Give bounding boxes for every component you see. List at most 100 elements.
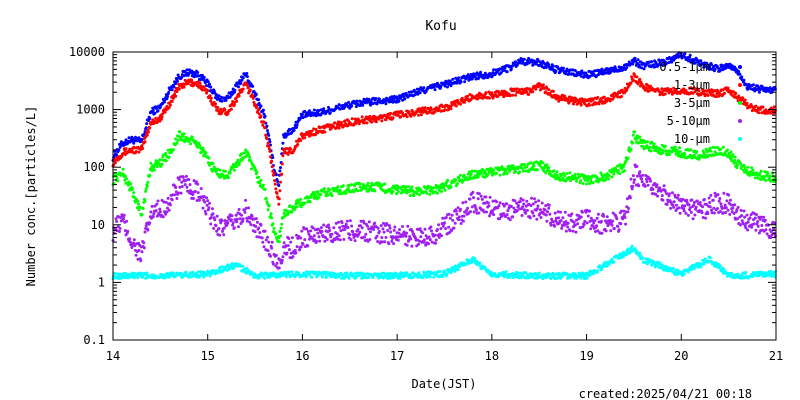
data-point <box>640 177 644 181</box>
data-point <box>295 233 298 237</box>
data-point <box>765 86 769 90</box>
data-point <box>162 200 166 204</box>
data-point <box>433 233 437 237</box>
data-point <box>395 110 399 114</box>
data-point <box>740 219 744 223</box>
data-point <box>280 172 284 176</box>
data-point <box>454 104 458 108</box>
data-point <box>588 219 592 223</box>
data-point <box>695 199 699 203</box>
data-point <box>380 236 384 240</box>
data-point <box>551 220 555 224</box>
data-point <box>448 230 452 234</box>
data-point <box>310 275 314 279</box>
data-point <box>769 236 773 239</box>
data-point <box>227 217 231 221</box>
data-point <box>303 238 307 242</box>
data-point <box>596 96 600 99</box>
data-point <box>122 213 126 217</box>
data-point <box>588 209 591 213</box>
data-point <box>166 95 169 99</box>
data-point <box>178 185 182 189</box>
data-point <box>694 205 698 209</box>
data-point <box>271 169 275 173</box>
data-point <box>479 194 483 198</box>
data-point <box>308 200 312 204</box>
data-point <box>205 196 208 200</box>
data-point <box>287 248 291 252</box>
data-point <box>525 165 529 169</box>
data-point <box>261 183 265 187</box>
data-point <box>295 245 299 249</box>
data-point <box>461 201 465 205</box>
data-point <box>280 274 284 278</box>
data-point <box>342 237 346 241</box>
data-point <box>677 153 681 156</box>
data-point <box>695 150 699 154</box>
data-point <box>665 192 668 196</box>
data-point <box>190 275 194 279</box>
data-point <box>737 70 741 73</box>
data-point <box>396 190 400 194</box>
data-point <box>522 208 526 212</box>
data-point <box>711 145 715 149</box>
data-point <box>330 194 334 198</box>
data-point <box>440 190 443 193</box>
data-point <box>514 93 517 97</box>
data-point <box>301 242 305 246</box>
data-point <box>528 216 532 220</box>
data-point <box>254 168 258 172</box>
data-point <box>675 88 678 91</box>
data-point <box>267 147 271 151</box>
data-point <box>547 203 551 207</box>
data-point <box>456 206 460 210</box>
data-point <box>289 251 293 255</box>
data-point <box>531 202 535 206</box>
data-point <box>199 187 203 191</box>
data-point <box>187 178 191 182</box>
data-point <box>761 105 765 109</box>
data-point <box>435 228 439 231</box>
data-point <box>430 108 433 112</box>
data-point <box>360 271 364 275</box>
data-point <box>490 91 494 95</box>
data-point <box>158 210 162 214</box>
data-point <box>684 89 688 93</box>
data-point <box>142 246 146 250</box>
data-point <box>318 239 322 243</box>
data-point <box>719 147 723 151</box>
data-point <box>661 198 665 202</box>
data-point <box>289 240 293 244</box>
data-point <box>303 136 307 140</box>
data-point <box>218 267 222 271</box>
data-point <box>489 167 493 171</box>
data-point <box>177 178 181 182</box>
data-point <box>251 84 255 88</box>
data-point <box>625 66 629 69</box>
data-point <box>457 76 461 80</box>
data-point <box>286 244 290 248</box>
data-point <box>466 94 470 98</box>
data-point <box>170 88 174 92</box>
data-point <box>409 237 413 241</box>
data-point <box>448 79 452 83</box>
data-point <box>559 219 563 223</box>
data-point <box>546 210 549 214</box>
data-point <box>180 180 184 184</box>
data-point <box>412 194 416 198</box>
data-point <box>592 221 596 225</box>
data-point <box>331 186 335 190</box>
data-point <box>738 72 742 76</box>
data-point <box>492 68 496 72</box>
data-point <box>316 231 320 235</box>
data-point <box>764 108 768 112</box>
data-point <box>757 111 761 115</box>
data-point <box>611 211 615 215</box>
data-point <box>522 163 526 166</box>
data-point <box>544 213 548 217</box>
data-point <box>770 233 774 237</box>
data-point <box>443 221 446 225</box>
data-point <box>531 211 535 215</box>
data-point <box>617 228 621 232</box>
data-point <box>389 230 393 234</box>
